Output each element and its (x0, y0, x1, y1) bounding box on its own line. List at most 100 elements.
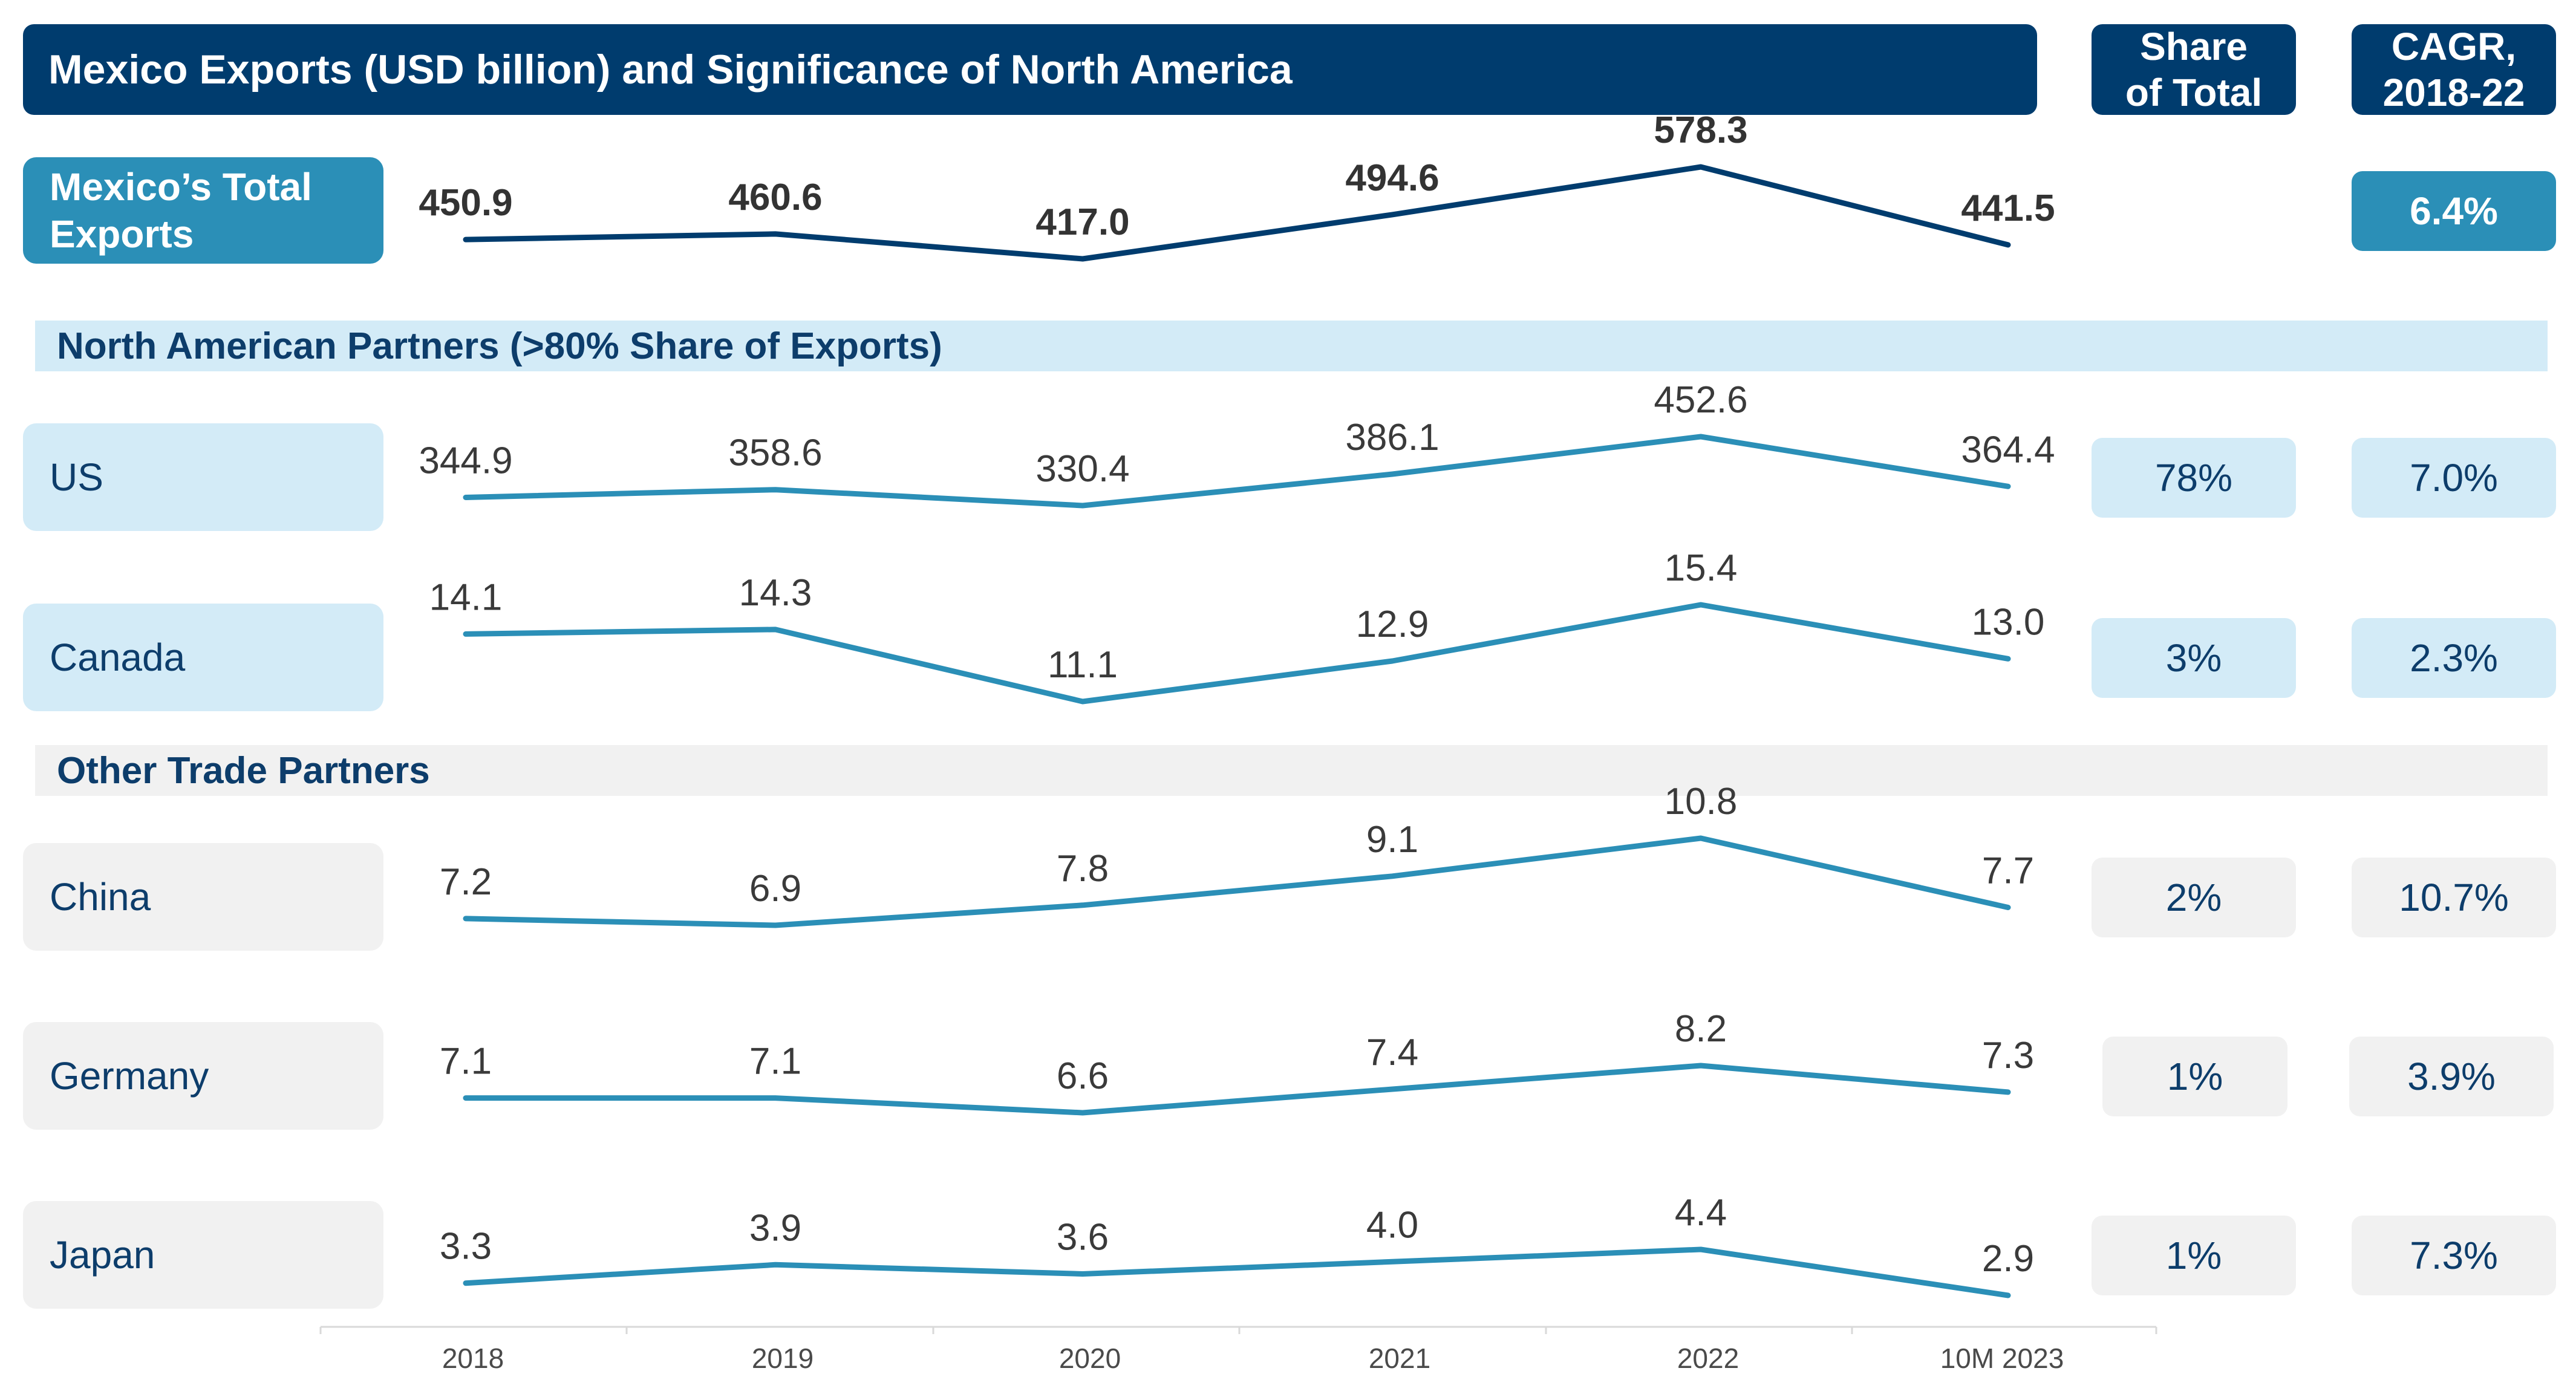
data-point-china-2 (1082, 904, 1083, 906)
row-label-germany: Germany (23, 1022, 383, 1130)
data-label-canada-4: 15.4 (1665, 547, 1738, 589)
data-point-canada-5 (2007, 658, 2009, 660)
row-label-canada: Canada (23, 604, 383, 711)
data-label-germany-5: 7.3 (1982, 1035, 2034, 1076)
chart-title: Mexico Exports (USD billion) and Signifi… (23, 24, 2037, 115)
cagr-canada: 2.3% (2352, 618, 2556, 698)
data-label-germany-3: 7.4 (1366, 1032, 1418, 1073)
data-point-germany-2 (1082, 1112, 1083, 1113)
data-point-mexico-s-total-exports-1 (775, 233, 776, 235)
data-label-canada-0: 14.1 (429, 576, 503, 618)
total-cagr-value: 6.4% (2352, 171, 2556, 251)
data-point-canada-3 (1392, 660, 1393, 662)
total-exports-label: Mexico’s Total Exports (23, 157, 383, 264)
series-line-germany (463, 1063, 2011, 1116)
data-label-mexico-s-total-exports-5: 441.5 (1961, 187, 2055, 229)
share-japan: 1% (2092, 1216, 2296, 1295)
data-point-china-3 (1392, 875, 1393, 877)
data-point-us-1 (775, 489, 776, 490)
data-point-japan-5 (2007, 1295, 2009, 1296)
data-label-germany-0: 7.1 (440, 1041, 492, 1083)
x-tick-label-2019: 2019 (752, 1343, 814, 1374)
data-point-china-4 (1700, 838, 1701, 839)
data-label-germany-4: 8.2 (1675, 1008, 1727, 1050)
data-label-china-0: 7.2 (440, 861, 492, 903)
series-line-japan (463, 1246, 2011, 1298)
series-line-china (463, 835, 2011, 928)
data-point-us-5 (2007, 486, 2009, 487)
total-label-line-2: Exports (50, 212, 194, 256)
x-tick-label-2018: 2018 (442, 1343, 504, 1374)
data-point-us-3 (1392, 474, 1393, 475)
data-point-mexico-s-total-exports-4 (1700, 166, 1701, 168)
share-germany: 1% (2102, 1037, 2287, 1116)
data-point-mexico-s-total-exports-2 (1082, 258, 1083, 259)
cagr-us: 7.0% (2352, 438, 2556, 518)
data-point-canada-1 (775, 628, 776, 630)
data-point-japan-4 (1700, 1249, 1701, 1250)
cagr-china: 10.7% (2352, 858, 2556, 937)
data-label-canada-1: 14.3 (739, 572, 812, 614)
data-label-us-0: 344.9 (419, 440, 512, 482)
data-point-japan-3 (1392, 1261, 1393, 1263)
cagr-header: CAGR, 2018-22 (2352, 24, 2556, 115)
share-of-total-header: Share of Total (2092, 24, 2296, 115)
cagr-header-line-2: 2018-22 (2382, 71, 2525, 114)
data-point-canada-0 (465, 633, 466, 635)
share-canada: 3% (2092, 618, 2296, 698)
data-label-japan-5: 2.9 (1982, 1238, 2034, 1280)
series-line-canada (463, 602, 2011, 705)
data-point-japan-2 (1082, 1273, 1083, 1275)
x-tick-label-2022: 2022 (1677, 1343, 1739, 1374)
share-us: 78% (2092, 438, 2296, 518)
north-american-partners-heading: North American Partners (>80% Share of E… (35, 321, 2548, 371)
series-line-us (463, 434, 2011, 509)
share-china: 2% (2092, 858, 2296, 937)
data-label-mexico-s-total-exports-0: 450.9 (419, 182, 512, 224)
data-label-japan-1: 3.9 (749, 1207, 801, 1249)
data-point-mexico-s-total-exports-0 (465, 239, 466, 241)
data-label-us-4: 452.6 (1654, 379, 1747, 421)
data-point-china-5 (2007, 907, 2009, 908)
data-point-china-1 (775, 925, 776, 926)
data-label-china-1: 6.9 (749, 868, 801, 910)
data-point-canada-2 (1082, 701, 1083, 702)
data-point-china-0 (465, 917, 466, 919)
data-label-us-2: 330.4 (1035, 448, 1129, 490)
cagr-header-line-1: CAGR, (2391, 25, 2517, 68)
data-label-us-1: 358.6 (728, 432, 822, 474)
x-tick-label-2020: 2020 (1059, 1343, 1121, 1374)
x-tick-label-2021: 2021 (1369, 1343, 1430, 1374)
data-label-japan-2: 3.6 (1057, 1217, 1109, 1259)
data-point-germany-0 (465, 1097, 466, 1099)
total-label-line-1: Mexico’s Total (50, 165, 312, 209)
data-label-mexico-s-total-exports-3: 494.6 (1345, 157, 1439, 199)
data-label-china-4: 10.8 (1665, 781, 1738, 822)
data-point-us-4 (1700, 436, 1701, 437)
data-label-canada-5: 13.0 (1972, 601, 2045, 643)
data-label-china-5: 7.7 (1982, 850, 2034, 892)
data-label-canada-2: 11.1 (1048, 644, 1118, 686)
data-label-us-5: 364.4 (1961, 429, 2055, 471)
x-tick-label-10m-2023: 10M 2023 (1940, 1343, 2064, 1374)
data-point-us-0 (465, 497, 466, 498)
data-point-japan-0 (465, 1282, 466, 1284)
data-point-japan-1 (775, 1264, 776, 1266)
data-point-us-2 (1082, 505, 1083, 506)
share-header-line-1: Share (2140, 25, 2248, 68)
cagr-japan: 7.3% (2352, 1216, 2556, 1295)
data-label-germany-1: 7.1 (749, 1041, 801, 1083)
data-label-japan-0: 3.3 (440, 1226, 492, 1268)
data-label-japan-3: 4.0 (1366, 1204, 1418, 1246)
share-header-line-2: of Total (2125, 71, 2263, 114)
data-label-germany-2: 6.6 (1057, 1055, 1109, 1097)
data-label-mexico-s-total-exports-1: 460.6 (728, 177, 822, 218)
data-label-canada-3: 12.9 (1356, 604, 1429, 645)
data-point-germany-1 (775, 1097, 776, 1099)
data-point-germany-5 (2007, 1091, 2009, 1093)
row-label-us: US (23, 423, 383, 531)
row-label-china: China (23, 843, 383, 951)
data-label-china-3: 9.1 (1366, 819, 1418, 861)
data-point-mexico-s-total-exports-3 (1392, 213, 1393, 215)
